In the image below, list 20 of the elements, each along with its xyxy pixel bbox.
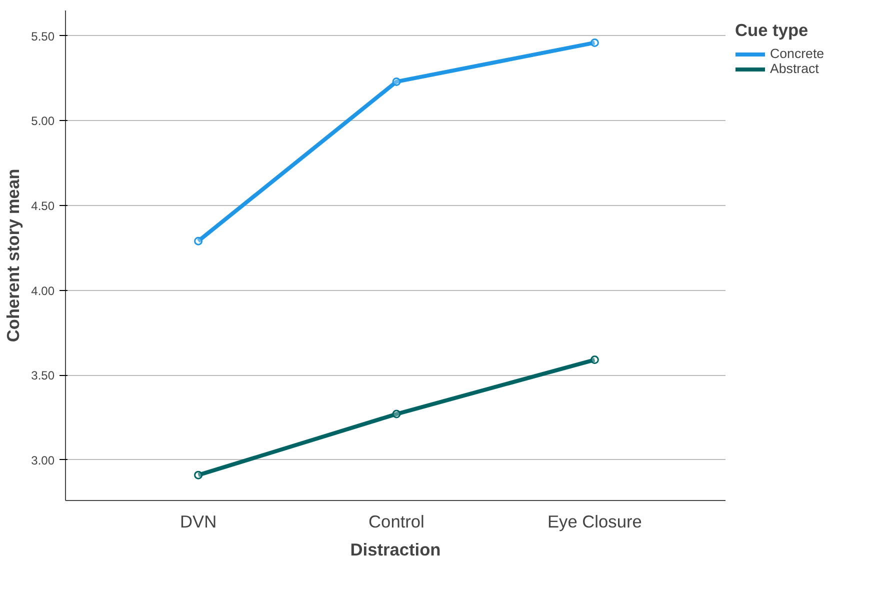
x-tick-label: Control bbox=[368, 512, 424, 532]
point bbox=[392, 410, 401, 418]
x-axis-title: Distraction bbox=[350, 540, 441, 560]
point bbox=[590, 38, 599, 47]
point bbox=[194, 470, 203, 480]
y-tick-label: 3.50 bbox=[31, 368, 55, 383]
x-tick-label: DVN bbox=[180, 512, 217, 532]
point bbox=[590, 356, 599, 364]
y-tick-label: 4.50 bbox=[31, 198, 55, 213]
legend-title: Cue type bbox=[735, 20, 810, 41]
y-tick-label: 5.00 bbox=[31, 114, 55, 128]
point bbox=[392, 77, 401, 86]
y-tick-label: 4.00 bbox=[31, 284, 55, 298]
point bbox=[194, 236, 203, 246]
y-tick-label: 5.50 bbox=[31, 29, 55, 44]
y-axis-title: Coherent story mean bbox=[3, 168, 24, 342]
y-tick-label: 3.00 bbox=[31, 453, 55, 468]
legend-label: Abstract bbox=[770, 61, 819, 76]
legend-label: Concrete bbox=[770, 46, 824, 61]
x-tick-label: Eye Closure bbox=[548, 512, 642, 532]
